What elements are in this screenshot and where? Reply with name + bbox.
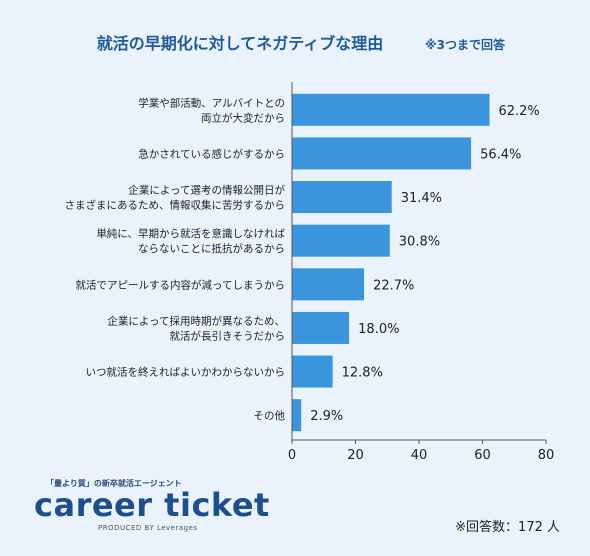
bar — [292, 93, 490, 126]
bar — [292, 137, 472, 170]
data-label: 56.4% — [480, 147, 521, 162]
data-label: 31.4% — [401, 191, 442, 206]
bar — [292, 399, 302, 432]
chart-subtitle: ※3つまで回答 — [425, 37, 506, 52]
category-label: 就活が長引きそうだから — [170, 329, 286, 342]
bar — [292, 268, 365, 301]
x-tick-label: 80 — [538, 448, 555, 463]
data-label: 12.8% — [342, 366, 383, 381]
category-label: 学業や部活動、アルバイトとの — [138, 96, 285, 109]
category-label: 急かされている感じがするから — [138, 147, 285, 160]
data-label: 2.9% — [310, 409, 343, 424]
brand-logo: career ticket — [34, 486, 270, 524]
x-tick-label: 40 — [411, 448, 428, 463]
category-label: 両立が大変だから — [201, 111, 285, 124]
category-label: さまざまにあるため、情報収集に苦労するから — [65, 199, 286, 212]
data-label: 18.0% — [358, 322, 399, 337]
category-label: ならないことに抵抗があるから — [138, 242, 285, 255]
bar — [292, 181, 392, 214]
category-label: いつ就活を終えればよいかわからないから — [86, 366, 286, 379]
brand-produced-by: PRODUCED BY Leverages — [98, 524, 198, 532]
data-label: 62.2% — [498, 104, 539, 119]
category-label: その他 — [254, 409, 286, 422]
category-label: 企業によって選考の情報公開日が — [128, 184, 285, 197]
x-tick-label: 0 — [288, 448, 296, 463]
bar — [292, 355, 333, 388]
category-label: 企業によって採用時期が異なるため、 — [107, 314, 285, 327]
bar — [292, 224, 390, 257]
data-label: 22.7% — [373, 278, 414, 293]
brand-tagline: 「量より質」の新卒就活エージェント — [46, 479, 182, 488]
category-label: 単純に、早期から就活を意識しなければ — [96, 227, 285, 240]
bar — [292, 311, 350, 344]
respondent-count: ※回答数：172 人 — [455, 520, 560, 535]
chart-title: 就活の早期化に対してネガティブな理由 — [97, 34, 384, 53]
x-tick-label: 60 — [474, 448, 491, 463]
data-label: 30.8% — [399, 235, 440, 250]
category-label: 就活でアピールする内容が減ってしまうから — [76, 278, 285, 291]
x-tick-label: 20 — [347, 448, 364, 463]
